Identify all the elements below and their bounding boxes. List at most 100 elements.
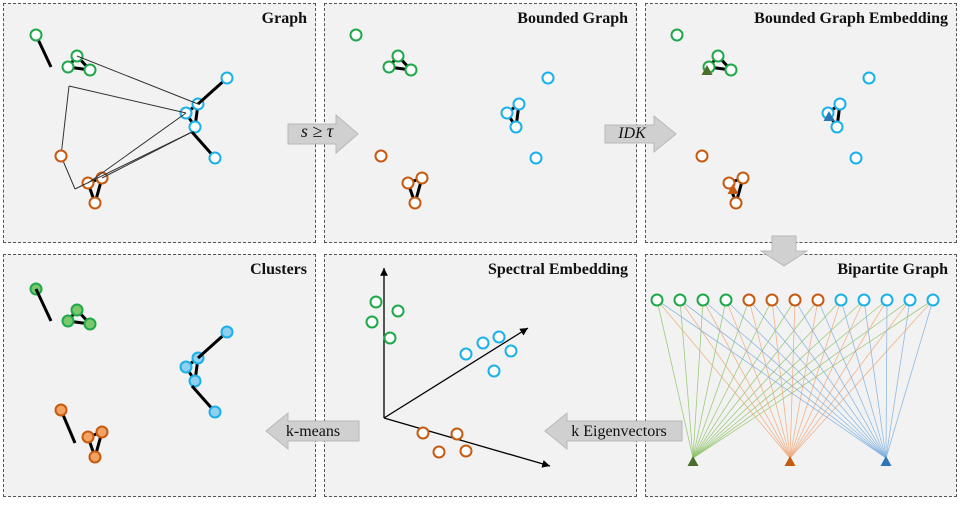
bipartite-edge xyxy=(725,299,791,459)
embedding-green-node xyxy=(711,49,725,63)
bipartite-edge xyxy=(789,299,796,459)
bipartite-top-node xyxy=(765,293,779,307)
bipartite-edge xyxy=(679,299,694,459)
bipartite-edge xyxy=(789,299,865,459)
bipartite-top-node xyxy=(811,293,825,307)
spectral-point xyxy=(459,444,473,458)
spectral-point xyxy=(365,315,379,329)
spectral-point xyxy=(476,336,490,350)
bipartite-edge xyxy=(885,299,911,459)
spectral-point xyxy=(459,347,473,361)
spectral-embedding-panel-title: Spectral Embedding xyxy=(487,261,628,278)
bipartite-top-node xyxy=(650,293,664,307)
spectral-point xyxy=(432,445,446,459)
bipartite-bottom-triangle xyxy=(687,456,699,466)
clusters-orange-node xyxy=(81,430,95,444)
embedding-orange-node xyxy=(695,149,709,163)
bipartite-edge xyxy=(789,299,819,459)
graph-blue-node xyxy=(220,71,234,85)
bipartite-top-node xyxy=(857,293,871,307)
bipartite-edge xyxy=(725,299,887,459)
embedding-blue-node xyxy=(830,120,844,134)
eigenvectors-label: k Eigenvectors xyxy=(571,423,667,440)
bipartite-edge xyxy=(656,299,887,459)
bipartite-top-node xyxy=(719,293,733,307)
bipartite-edge xyxy=(679,299,887,459)
bounded-green-node xyxy=(391,49,405,63)
graph-cross-edge xyxy=(60,85,70,157)
bipartite-edge xyxy=(679,299,791,459)
threshold-arrow xyxy=(287,113,359,155)
bipartite-edge xyxy=(692,299,911,459)
down-arrow xyxy=(759,235,809,267)
bipartite-edge xyxy=(789,299,842,459)
embedding-orange-node xyxy=(729,196,743,210)
bounded-green-node xyxy=(404,63,418,77)
eigenvectors-arrow xyxy=(544,411,683,451)
bipartite-bottom-triangle xyxy=(880,456,892,466)
blue-embedding-triangle xyxy=(823,111,835,121)
bipartite-edge xyxy=(789,299,888,459)
kmeans-arrow xyxy=(265,411,360,451)
bipartite-top-node xyxy=(880,293,894,307)
bipartite-edge xyxy=(840,299,887,459)
embedding-blue-node xyxy=(849,151,863,165)
bipartite-edge xyxy=(692,299,842,459)
bipartite-edge xyxy=(885,299,934,459)
bipartite-edge xyxy=(817,299,887,459)
bipartite-top-node xyxy=(742,293,756,307)
spectral-point xyxy=(391,304,405,318)
bounded-orange-node xyxy=(408,196,422,210)
bipartite-edge xyxy=(692,299,796,459)
bipartite-top-node xyxy=(834,293,848,307)
orange-embedding-triangle xyxy=(727,184,739,194)
bipartite-edge xyxy=(863,299,887,459)
kmeans-label: k-means xyxy=(285,423,341,440)
bipartite-edge xyxy=(692,299,865,459)
graph-panel-title: Graph xyxy=(261,10,307,27)
bipartite-edge xyxy=(748,299,887,459)
bipartite-edge xyxy=(692,299,888,459)
bounded-green-node xyxy=(349,28,363,42)
bipartite-top-node xyxy=(696,293,710,307)
spectral-point xyxy=(450,427,464,441)
bounded-embedding-panel: Bounded Graph Embedding xyxy=(645,3,957,243)
bipartite-edge xyxy=(794,299,887,459)
graph-green-node xyxy=(83,63,97,77)
graph-green-node xyxy=(61,60,75,74)
clusters-blue-node xyxy=(220,325,234,339)
bounded-graph-panel-title: Bounded Graph xyxy=(517,10,628,27)
bipartite-edge xyxy=(748,299,791,459)
spectral-axis xyxy=(383,417,551,468)
bipartite-edge xyxy=(692,299,773,459)
bipartite-edge xyxy=(656,299,694,459)
graph-orange-node xyxy=(88,196,102,210)
bipartite-edge xyxy=(692,299,750,459)
clusters-panel-title: Clusters xyxy=(250,261,307,278)
clusters-green-node xyxy=(61,314,75,328)
bounded-embedding-panel-title: Bounded Graph Embedding xyxy=(754,10,948,27)
bipartite-edge xyxy=(771,299,887,459)
bipartite-edge xyxy=(692,299,704,459)
bipartite-edge xyxy=(702,299,887,459)
bounded-blue-node xyxy=(541,71,555,85)
idk-arrow xyxy=(604,114,677,154)
bipartite-edge xyxy=(692,299,819,459)
bounded-blue-node xyxy=(509,120,523,134)
graph-cross-edge xyxy=(101,131,193,179)
bipartite-top-node xyxy=(788,293,802,307)
spectral-point xyxy=(504,344,518,358)
bounded-graph-panel: Bounded Graph xyxy=(324,3,637,243)
graph-blue-node xyxy=(208,151,222,165)
clusters-orange-node xyxy=(54,403,68,417)
graph-orange-node xyxy=(54,149,68,163)
green-embedding-triangle xyxy=(701,65,713,75)
bipartite-edge xyxy=(702,299,791,459)
clusters-blue-node xyxy=(179,360,193,374)
embedding-orange-node xyxy=(722,176,736,190)
spectral-axis xyxy=(383,327,529,419)
spectral-point xyxy=(383,331,397,345)
bipartite-graph-panel: Bipartite Graph xyxy=(645,254,957,497)
